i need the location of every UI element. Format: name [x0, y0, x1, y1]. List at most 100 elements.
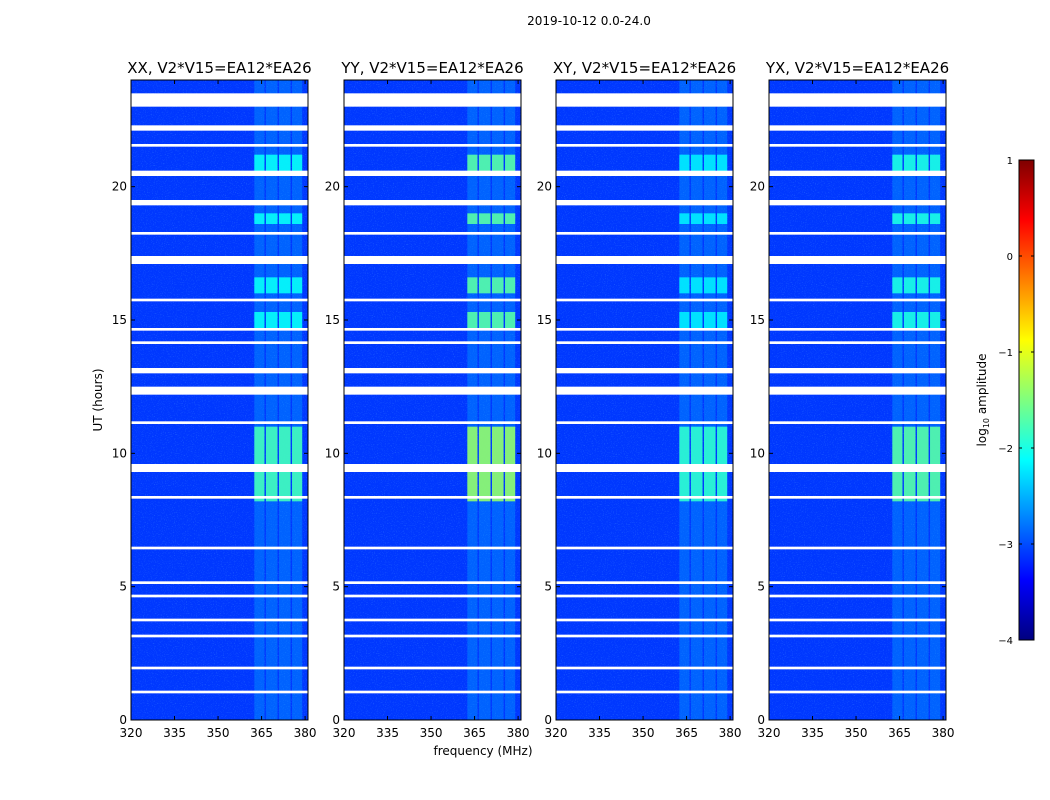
rfi-block [690, 213, 703, 224]
panel-frame [768, 79, 947, 721]
rfi-block [265, 154, 278, 176]
flagged-row [556, 421, 733, 424]
flagged-row [769, 328, 946, 331]
flagged-row [344, 341, 521, 344]
flagged-row [769, 594, 946, 598]
flagged-row [344, 666, 521, 670]
rfi-block [903, 277, 916, 294]
rfi-block [690, 154, 703, 176]
colorbar-tick-label: −4 [998, 636, 1013, 647]
flagged-row [556, 256, 733, 264]
x-tick-label: 350 [207, 726, 230, 740]
colorbar-tick-label: 0 [1007, 252, 1013, 263]
x-tick-label: 335 [163, 726, 186, 740]
noise-layer [556, 80, 733, 720]
y-tick-label: 0 [757, 713, 765, 727]
flagged-row [769, 170, 946, 176]
y-tick-label: 10 [750, 446, 765, 460]
x-tick-label: 350 [845, 726, 868, 740]
x-tick-label: 380 [719, 726, 742, 740]
rfi-block [254, 213, 265, 224]
flagged-row [344, 368, 521, 374]
rfi-subband [505, 80, 516, 720]
flagged-row [131, 634, 308, 638]
y-tick-label: 20 [750, 180, 765, 194]
y-tick-label: 5 [544, 580, 552, 594]
flagged-row [344, 634, 521, 638]
panel-0: XX, V2*V15=EA12*EA26 320 335 350 365 380 0 5 10 1… [112, 59, 317, 740]
rfi-block [679, 213, 690, 224]
panel-3: YX, V2*V15=EA12*EA26 320 335 350 365 380 0 5 10 1… [750, 59, 955, 740]
rfi-block [265, 213, 278, 224]
rfi-block [903, 213, 916, 224]
rfi-block [292, 154, 303, 176]
flagged-row [131, 386, 308, 395]
y-tick-label: 10 [325, 446, 340, 460]
flagged-row [131, 232, 308, 235]
y-tick-label: 0 [332, 713, 340, 727]
x-tick-label: 320 [333, 726, 356, 740]
rfi-block [467, 312, 478, 328]
rfi-block [491, 213, 504, 224]
rfi-block [467, 213, 478, 224]
panel-2: XY, V2*V15=EA12*EA26 320 335 350 365 380 0 5 10 1… [537, 59, 742, 740]
flagged-row [344, 328, 521, 331]
flagged-row [769, 496, 946, 499]
colorbar-label-suffix: amplitude [975, 354, 989, 418]
noise-layer [344, 80, 521, 720]
rfi-block [292, 312, 303, 328]
flagged-row [131, 421, 308, 424]
flagged-row [769, 634, 946, 638]
rfi-block [892, 154, 903, 176]
flagged-row [769, 464, 946, 472]
x-tick-label: 365 [675, 726, 698, 740]
flagged-row [344, 496, 521, 499]
rfi-block [679, 154, 690, 176]
rfi-subband [491, 80, 504, 720]
colorbar-tick-label: 1 [1007, 156, 1013, 167]
panel-title: YX, V2*V15=EA12*EA26 [765, 59, 949, 77]
rfi-block [254, 277, 265, 294]
flagged-row [344, 298, 521, 302]
rfi-block [903, 312, 916, 328]
x-tick-label: 335 [801, 726, 824, 740]
y-tick-label: 15 [750, 313, 765, 327]
flagged-row [556, 298, 733, 302]
panel-image [131, 80, 308, 720]
colorbar-tick-label: −2 [998, 444, 1013, 455]
flagged-row [769, 144, 946, 147]
rfi-block [717, 213, 728, 224]
flagged-row [556, 328, 733, 331]
rfi-block [916, 277, 929, 294]
rfi-subband [265, 80, 278, 720]
flagged-row [556, 93, 733, 107]
flagged-row [556, 144, 733, 147]
flagged-row [131, 170, 308, 176]
rfi-block [278, 154, 291, 176]
rfi-block [505, 277, 516, 294]
rfi-block [478, 277, 491, 294]
figure-title: 2019-10-12 0.0-24.0 [527, 14, 651, 28]
colorbar-label: log10 amplitude [975, 354, 991, 447]
rfi-subband [903, 80, 916, 720]
rfi-block [892, 312, 903, 328]
flagged-row [344, 464, 521, 472]
flagged-row [556, 666, 733, 670]
flagged-row [556, 581, 733, 584]
flagged-row [769, 368, 946, 374]
flagged-row [556, 594, 733, 598]
flagged-row [344, 386, 521, 395]
panel-image [769, 80, 946, 720]
rfi-subband [254, 80, 265, 720]
rfi-block [505, 213, 516, 224]
rfi-block [916, 312, 929, 328]
flagged-row [131, 496, 308, 499]
panel-1: YY, V2*V15=EA12*EA26 320 335 350 365 380 0 5 10 1… [325, 59, 530, 740]
colorbar-label-prefix: log [975, 428, 989, 446]
colorbar-tick-label: −1 [998, 348, 1013, 359]
y-tick-label: 10 [112, 446, 127, 460]
colorbar: 10−1−2−3−4 log10 amplitude [975, 156, 1035, 647]
rfi-block [916, 213, 929, 224]
flagged-row [556, 496, 733, 499]
